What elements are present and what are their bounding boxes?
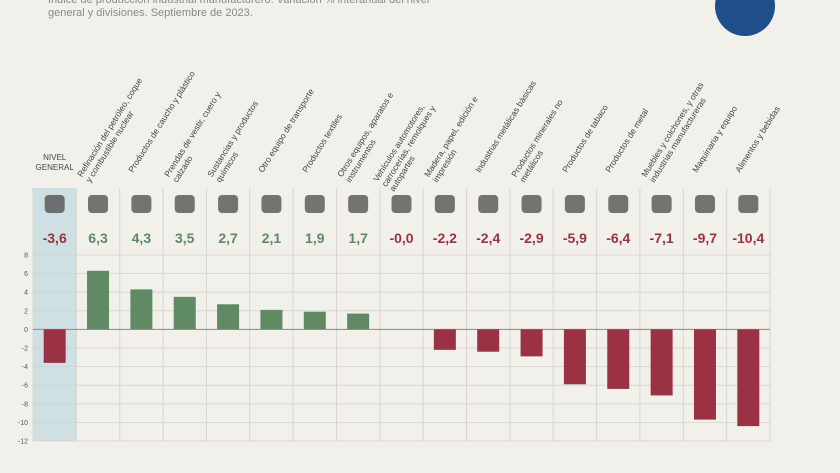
icon bbox=[564, 195, 585, 213]
value-label: 1,7 bbox=[348, 230, 368, 246]
value-label: -7,1 bbox=[650, 230, 674, 246]
y-tick-label: -2 bbox=[22, 346, 28, 353]
icon bbox=[174, 195, 195, 213]
highlight bbox=[33, 188, 77, 441]
value-label: 2,7 bbox=[218, 230, 238, 246]
icon bbox=[694, 195, 715, 213]
bar bbox=[607, 329, 630, 389]
bar bbox=[650, 329, 673, 396]
y-tick-label: -10 bbox=[18, 420, 28, 427]
icon bbox=[478, 195, 499, 213]
y-tick-label: -6 bbox=[22, 383, 28, 390]
value-label: -2,4 bbox=[476, 230, 500, 246]
value-label: 3,5 bbox=[175, 230, 195, 246]
value-label: 4,3 bbox=[132, 230, 152, 246]
icon bbox=[391, 195, 412, 213]
bar bbox=[87, 270, 110, 330]
y-tick-label: 6 bbox=[24, 271, 28, 278]
bar bbox=[217, 304, 240, 330]
value-label: -2,9 bbox=[519, 230, 543, 246]
bar bbox=[303, 311, 326, 330]
icon bbox=[44, 195, 65, 213]
value-label: -6,4 bbox=[606, 230, 630, 246]
bar bbox=[347, 313, 370, 330]
bar bbox=[737, 329, 760, 427]
y-tick-label: -12 bbox=[18, 439, 28, 446]
logo bbox=[715, 0, 775, 36]
bar bbox=[520, 329, 543, 357]
bar bbox=[260, 309, 283, 330]
y-tick-label: -4 bbox=[22, 364, 28, 371]
bar bbox=[43, 329, 66, 363]
value-label: -10,4 bbox=[732, 230, 764, 246]
bar bbox=[693, 329, 716, 420]
y-tick-label: 8 bbox=[24, 253, 28, 260]
value-label: 2,1 bbox=[262, 230, 282, 246]
y-tick-label: 2 bbox=[24, 308, 28, 315]
icon bbox=[348, 195, 369, 213]
icon bbox=[88, 195, 109, 213]
bar bbox=[563, 329, 586, 385]
icon bbox=[521, 195, 542, 213]
bar bbox=[130, 289, 153, 330]
icon bbox=[218, 195, 239, 213]
icon bbox=[651, 195, 672, 213]
value-label: -9,7 bbox=[693, 230, 717, 246]
value-label: 6,3 bbox=[88, 230, 108, 246]
y-tick-label: 4 bbox=[24, 290, 28, 297]
subtitle: Índice de producción industrial manufact… bbox=[48, 0, 430, 19]
y-tick-label: 0 bbox=[24, 327, 28, 334]
category-label: NIVEL GENERAL bbox=[35, 153, 74, 172]
value-label: -3,6 bbox=[43, 230, 67, 246]
bar bbox=[173, 296, 196, 330]
value-label: -5,9 bbox=[563, 230, 587, 246]
icon bbox=[738, 195, 759, 213]
icon bbox=[434, 195, 455, 213]
icon bbox=[131, 195, 152, 213]
y-tick-label: -8 bbox=[22, 401, 28, 408]
icon bbox=[304, 195, 325, 213]
value-label: 1,9 bbox=[305, 230, 325, 246]
bar bbox=[477, 329, 500, 352]
icon bbox=[608, 195, 629, 213]
value-label: -0,0 bbox=[389, 230, 413, 246]
bar bbox=[433, 329, 456, 350]
icon bbox=[261, 195, 282, 213]
value-label: -2,2 bbox=[433, 230, 457, 246]
